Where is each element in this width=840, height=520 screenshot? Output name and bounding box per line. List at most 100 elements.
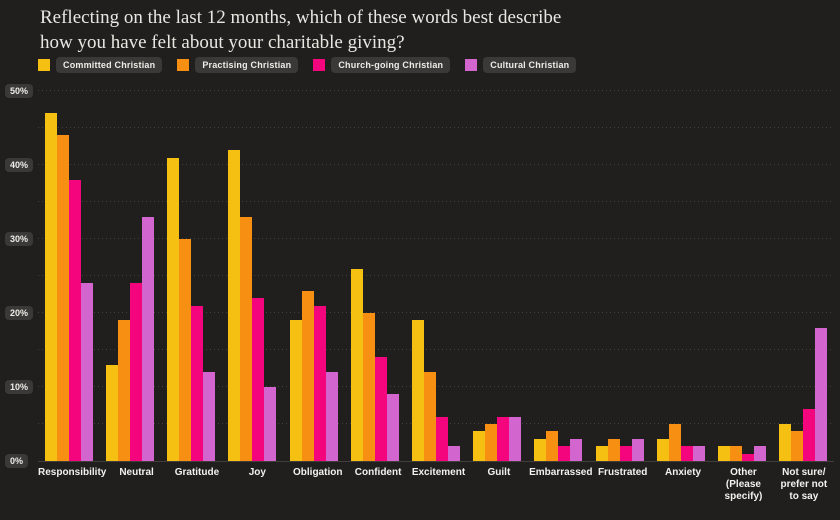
x-axis-cell: Not sure/ prefer not to say bbox=[774, 467, 834, 503]
bar-cultural-christian-embarrassed bbox=[570, 438, 583, 461]
bar-group-confident bbox=[344, 91, 405, 461]
bar-church-going-christian-excitement bbox=[436, 416, 449, 461]
x-axis-labels: Responsibility Neutral Gratitude Joy Obligat… bbox=[38, 467, 834, 503]
bar-committed-christian-obligation bbox=[289, 320, 302, 461]
bar-practising-christian-guilt bbox=[485, 424, 498, 461]
bar-cultural-christian-gratitude bbox=[203, 372, 216, 461]
x-axis-cell: Neutral bbox=[106, 467, 166, 503]
bar-practising-christian-gratitude bbox=[179, 239, 192, 461]
bar-church-going-christian-obligation bbox=[313, 305, 326, 461]
gridline-15pct bbox=[38, 349, 834, 350]
bar-church-going-christian-gratitude bbox=[191, 305, 204, 461]
gridline-45pct bbox=[38, 127, 834, 128]
bar-practising-christian-joy bbox=[240, 216, 253, 461]
gridline-35pct bbox=[38, 201, 834, 202]
bar-cultural-christian-obligation bbox=[325, 372, 338, 461]
bar-practising-christian-other-please-specify bbox=[730, 446, 743, 461]
legend-item-committed-christian[interactable]: Committed Christian bbox=[38, 57, 163, 73]
bar-church-going-christian-responsibility bbox=[68, 179, 81, 461]
bar-committed-christian-guilt bbox=[473, 431, 486, 461]
bar-cultural-christian-confident bbox=[386, 394, 399, 461]
x-axis-label-obligation: Obligation bbox=[293, 467, 343, 478]
bar-church-going-christian-frustrated bbox=[619, 446, 632, 461]
x-axis-label-not-sure-prefer-not-to-say: Not sure/ prefer not to say bbox=[780, 467, 828, 502]
bar-practising-christian-confident bbox=[362, 313, 375, 461]
legend-label: Committed Christian bbox=[56, 57, 163, 73]
bar-committed-christian-excitement bbox=[412, 320, 425, 461]
x-axis-cell: Excitement bbox=[408, 467, 468, 503]
x-axis-cell: Confident bbox=[348, 467, 408, 503]
bar-church-going-christian-joy bbox=[252, 298, 265, 461]
bar-committed-christian-neutral bbox=[105, 364, 118, 461]
bar-group-guilt bbox=[467, 91, 528, 461]
bar-group-responsibility bbox=[38, 91, 99, 461]
x-axis-cell: Other (Please specify) bbox=[713, 467, 773, 503]
bar-group-frustrated bbox=[589, 91, 650, 461]
x-axis-cell: Embarrassed bbox=[529, 467, 592, 503]
legend-label: Church-going Christian bbox=[331, 57, 451, 73]
x-axis-label-confident: Confident bbox=[354, 467, 402, 478]
chart-title: Reflecting on the last 12 months, which … bbox=[40, 5, 600, 55]
bar-cultural-christian-not-sure-prefer-not-to-say bbox=[815, 327, 828, 461]
x-axis-label-anxiety: Anxiety bbox=[664, 467, 702, 478]
bar-group-other-please-specify bbox=[712, 91, 773, 461]
bar-group-anxiety bbox=[650, 91, 711, 461]
legend: Committed Christian Practising Christian C… bbox=[38, 57, 577, 73]
x-axis-label-responsibility: Responsibility bbox=[38, 467, 107, 478]
x-axis-label-neutral: Neutral bbox=[119, 467, 154, 478]
bar-committed-christian-confident bbox=[350, 268, 363, 461]
y-axis-tick-0: 0% bbox=[5, 454, 29, 468]
x-axis-label-guilt: Guilt bbox=[487, 467, 511, 478]
gridline-20pct bbox=[38, 312, 834, 313]
y-axis-tick-30: 30% bbox=[5, 232, 34, 246]
x-axis-cell: Joy bbox=[227, 467, 287, 503]
bar-group-neutral bbox=[99, 91, 160, 461]
bar-committed-christian-frustrated bbox=[595, 446, 608, 461]
legend-swatch-icon bbox=[38, 59, 50, 71]
chart-title-line1: Reflecting on the last 12 months, which … bbox=[40, 7, 562, 28]
y-axis-tick-20: 20% bbox=[5, 306, 34, 320]
bar-church-going-christian-neutral bbox=[129, 283, 142, 461]
legend-swatch-icon bbox=[313, 59, 326, 71]
bar-practising-christian-embarrassed bbox=[546, 431, 559, 461]
bar-group-not-sure-prefer-not-to-say bbox=[773, 91, 834, 461]
bar-group-joy bbox=[222, 91, 283, 461]
chart-title-line2: how you have felt about your charitable … bbox=[40, 32, 405, 53]
x-axis-label-frustrated: Frustrated bbox=[597, 467, 648, 478]
bar-committed-christian-responsibility bbox=[44, 113, 57, 461]
gridline-30pct bbox=[38, 238, 834, 239]
bar-practising-christian-neutral bbox=[117, 320, 130, 461]
bar-group-gratitude bbox=[160, 91, 221, 461]
legend-swatch-icon bbox=[177, 59, 190, 71]
bar-practising-christian-excitement bbox=[424, 372, 437, 461]
legend-label: Practising Christian bbox=[195, 57, 299, 73]
bar-church-going-christian-confident bbox=[374, 357, 387, 461]
bar-committed-christian-other-please-specify bbox=[718, 446, 731, 461]
x-axis-label-joy: Joy bbox=[248, 467, 266, 478]
legend-item-cultural-christian[interactable]: Cultural Christian bbox=[465, 57, 577, 73]
x-axis-label-other-please-specify: Other (Please specify) bbox=[724, 467, 763, 502]
x-axis-cell: Obligation bbox=[288, 467, 348, 503]
bar-committed-christian-joy bbox=[228, 150, 241, 461]
y-axis-tick-50: 50% bbox=[5, 84, 34, 98]
bar-cultural-christian-anxiety bbox=[692, 446, 705, 461]
bar-committed-christian-anxiety bbox=[656, 438, 669, 461]
legend-item-practising-christian[interactable]: Practising Christian bbox=[177, 57, 299, 73]
plot-area: 50% 40% 30% 20% 10% 0% bbox=[5, 84, 834, 468]
bar-committed-christian-not-sure-prefer-not-to-say bbox=[779, 424, 792, 461]
gridline-50pct bbox=[38, 90, 834, 91]
x-axis-label-embarrassed: Embarrassed bbox=[529, 467, 593, 478]
legend-item-church-going-christian[interactable]: Church-going Christian bbox=[313, 57, 451, 73]
bar-cultural-christian-excitement bbox=[448, 446, 461, 461]
y-axis-tick-40: 40% bbox=[5, 158, 34, 172]
gridline-25pct bbox=[38, 275, 834, 276]
bar-cultural-christian-guilt bbox=[509, 416, 522, 461]
bar-practising-christian-responsibility bbox=[56, 135, 69, 461]
bar-committed-christian-embarrassed bbox=[534, 438, 547, 461]
gridline-40pct bbox=[38, 164, 834, 165]
bar-church-going-christian-guilt bbox=[497, 416, 510, 461]
bar-group-embarrassed bbox=[528, 91, 589, 461]
bar-practising-christian-obligation bbox=[301, 290, 314, 461]
bar-groups bbox=[38, 91, 834, 461]
bar-practising-christian-anxiety bbox=[668, 424, 681, 461]
